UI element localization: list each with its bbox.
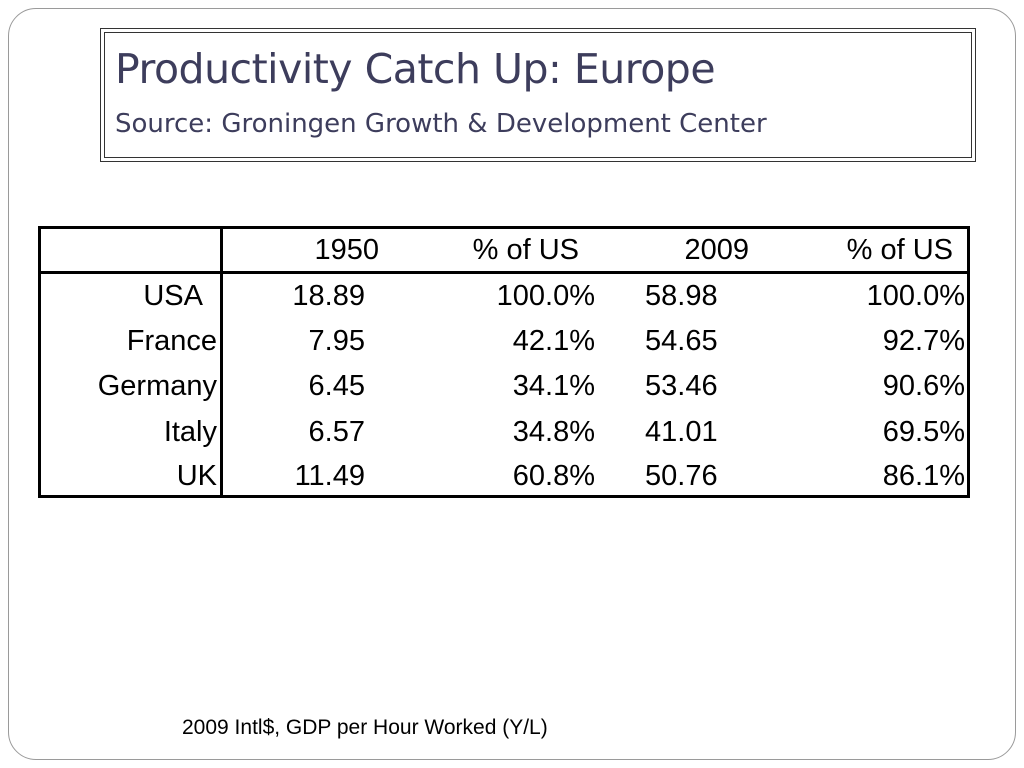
col-header-pct-1950: % of US bbox=[472, 234, 579, 266]
cell-germany-2009: 53.46 bbox=[645, 370, 718, 402]
cell-usa-pct-2009: 100.0% bbox=[866, 280, 965, 312]
productivity-table: 1950 % of US 2009 % of US USA 18.89 100.… bbox=[38, 226, 970, 498]
col-header-pct-2009: % of US bbox=[846, 234, 953, 266]
cell-germany-pct-2009: 90.6% bbox=[882, 370, 965, 402]
cell-france-pct-1950: 42.1% bbox=[512, 325, 595, 357]
cell-italy-2009: 41.01 bbox=[645, 416, 718, 448]
col-header-1950: 1950 bbox=[314, 234, 379, 266]
cell-france-2009: 54.65 bbox=[645, 325, 718, 357]
cell-germany-pct-1950: 34.1% bbox=[512, 370, 595, 402]
cell-uk-pct-2009: 86.1% bbox=[882, 460, 965, 492]
cell-usa-pct-1950: 100.0% bbox=[496, 280, 595, 312]
row-label-divider bbox=[220, 229, 223, 495]
row-label-germany: Germany bbox=[97, 370, 217, 402]
cell-italy-1950: 6.57 bbox=[308, 416, 365, 448]
cell-uk-pct-1950: 60.8% bbox=[512, 460, 595, 492]
title-box: Productivity Catch Up: Europe Source: Gr… bbox=[100, 28, 976, 162]
cell-uk-2009: 50.76 bbox=[645, 460, 718, 492]
slide-frame bbox=[8, 8, 1016, 760]
cell-italy-pct-2009: 69.5% bbox=[882, 416, 965, 448]
cell-italy-pct-1950: 34.8% bbox=[512, 416, 595, 448]
header-divider bbox=[41, 271, 967, 274]
col-header-2009: 2009 bbox=[684, 234, 749, 266]
footnote: 2009 Intl$, GDP per Hour Worked (Y/L) bbox=[182, 716, 548, 739]
row-label-uk: UK bbox=[176, 460, 217, 492]
cell-usa-2009: 58.98 bbox=[645, 280, 718, 312]
row-label-france: France bbox=[126, 325, 217, 357]
cell-germany-1950: 6.45 bbox=[308, 370, 365, 402]
cell-usa-1950: 18.89 bbox=[292, 280, 365, 312]
title-box-inner-border bbox=[104, 32, 972, 158]
slide-title: Productivity Catch Up: Europe bbox=[115, 45, 716, 93]
cell-uk-1950: 11.49 bbox=[294, 460, 365, 492]
cell-france-pct-2009: 92.7% bbox=[882, 325, 965, 357]
cell-france-1950: 7.95 bbox=[308, 325, 365, 357]
row-label-usa: USA bbox=[143, 280, 203, 312]
slide-subtitle: Source: Groningen Growth & Development C… bbox=[115, 109, 767, 139]
row-label-italy: Italy bbox=[163, 416, 217, 448]
